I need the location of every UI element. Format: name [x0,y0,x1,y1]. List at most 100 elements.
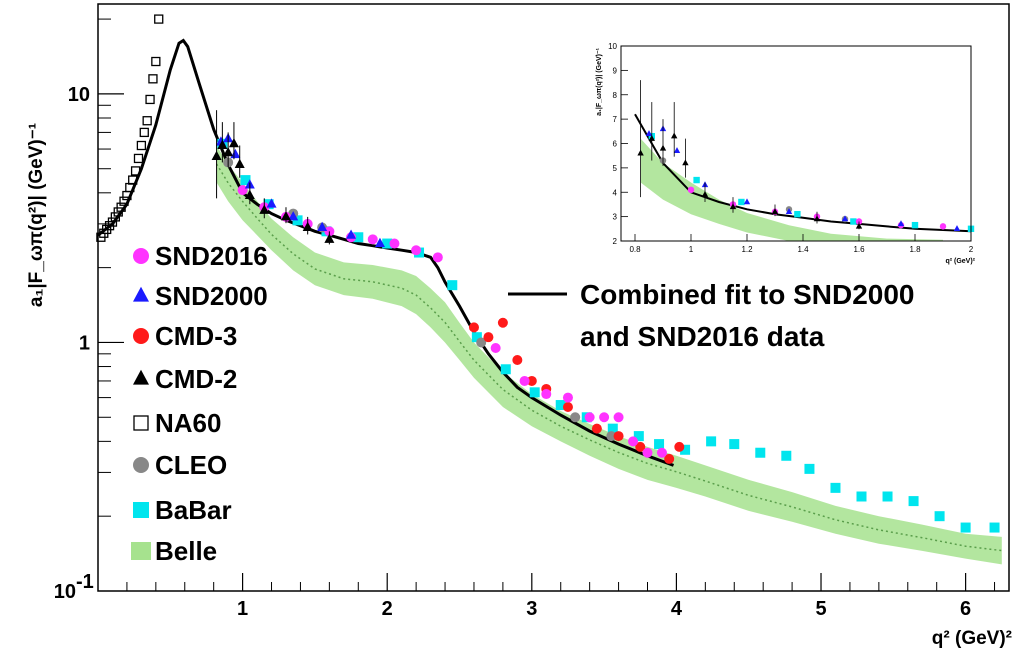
na60-point [133,153,144,164]
legend-swatch-belle [131,542,151,560]
legend-label-na60: NA60 [155,408,221,438]
y-axis-label-text: a₁|F_ωπ(q²)| (GeV)⁻¹ [26,123,47,307]
x-tick-label: 1 [237,598,248,620]
na60-point [136,140,147,151]
snd2016-point [541,389,552,400]
babar-point [755,447,766,458]
inset-x-tick-label: 2 [969,245,974,254]
inset-babar-point [738,198,745,206]
inset-cmd-2-point [729,203,737,210]
inset-y-tick-label: 7 [613,115,618,124]
na60-point [148,74,158,84]
fit-curve [97,38,675,467]
legend-marker-snd2016 [133,248,149,264]
snd2016-point [411,245,422,256]
inset-x-tick-label: 0.8 [629,245,641,254]
babar-point [529,387,540,398]
x-tick-label: 3 [526,598,537,620]
x-tick-label: 5 [815,598,826,620]
inset-cmd-2-point [637,149,644,156]
snd2000-point [374,237,385,248]
inset-chart: 0.8 1 1.2 1.4 1.6 1.8 2 2 3 4 5 6 7 8 9 10 q² (GeV)² a₁|F… [596,42,976,265]
na60-point [142,116,152,126]
babar-point [680,444,691,455]
y-axis-label: a₁|F_ωπ(q²)| (GeV)⁻¹ [26,123,47,307]
belle-band [215,145,1002,565]
inset-y-axis-label: a₁|F_ωπ(q²)| (GeV)⁻¹ [596,47,603,116]
na60-point [139,127,149,138]
cmd-3-point [468,322,479,333]
x-tick-label: 6 [960,598,971,620]
na60-point [113,207,123,217]
na60-point [145,94,155,105]
inset-background [621,46,971,241]
snd2000-point [266,198,277,208]
legend-label-snd2016: SND2016 [155,241,268,271]
legend-marker-na60 [133,415,149,431]
belle-center-line [215,163,1002,552]
plot-frame [97,3,1010,592]
cmd-2-point [211,150,222,160]
inset-y-tick-label: 5 [613,164,618,173]
babar-point [471,332,482,343]
inset-cmd-2-point [671,132,678,139]
babar-point [781,450,792,461]
inset-y-tick-label: 2 [613,237,618,246]
cmd-2-point [324,233,335,243]
legend-label-belle: Belle [155,536,217,566]
cleo-point [570,412,581,423]
inset-x-tick-label: 1.6 [853,245,865,254]
inset-x-tick-label: 1.4 [797,245,809,254]
legend-label-cleo: CLEO [155,450,227,480]
inset-snd2016-point [687,186,695,194]
inset-snd2016-point [939,223,947,230]
y-tick-label: 1 [79,332,90,354]
fit-label-line1: Combined fit to SND2000 [580,279,914,310]
legend-label-cmd-2: CMD-2 [155,364,237,394]
babar-point [240,175,251,186]
inset-x-axis-label: q² (GeV)² [945,258,975,265]
na60-point [116,202,126,212]
cleo-point [476,337,487,348]
cmd-2-point [280,211,291,221]
snd2016-point [432,252,443,263]
snd2000-point [288,211,299,221]
snd2000-point [346,229,357,239]
cmd-3-point [526,375,537,386]
snd2016-point [656,447,667,458]
inset-cmd-2-point [659,144,667,151]
babar-point [654,439,665,450]
cmd-2-point [244,189,255,200]
snd2016-point [562,392,573,403]
cmd-3-point [664,453,675,464]
na60-point [154,14,164,24]
x-axis-label: q² (GeV)² [932,628,1012,649]
legend-marker-cleo [133,457,149,473]
inset-snd2000-point [743,198,751,205]
snd2000-point [230,148,241,159]
na60-point [119,196,129,206]
inset-belle-band [640,138,943,241]
babar-point [353,232,364,243]
babar-point [633,431,644,442]
legend-label-cmd-3: CMD-3 [155,321,237,351]
babar-point [908,496,919,507]
inset-cmd-2-point [771,208,779,214]
inset-cmd-2-point [855,222,863,229]
cmd-3-point [591,423,602,434]
x-tick-label: 2 [382,598,393,620]
snd2016-point [584,412,595,423]
legend-marker-cmd-2 [133,369,149,385]
cmd-3-point [635,441,646,452]
babar-point [382,238,393,249]
cmd-3-point [497,317,508,328]
na60-point [110,212,121,222]
inset-x-tick-label: 1.8 [909,245,921,254]
babar-point [447,280,458,291]
na60-point [107,217,118,227]
inset-snd2000-point [897,220,905,227]
na60-point [128,175,138,185]
babar-point [882,491,893,502]
cmd-3-point [562,401,573,412]
